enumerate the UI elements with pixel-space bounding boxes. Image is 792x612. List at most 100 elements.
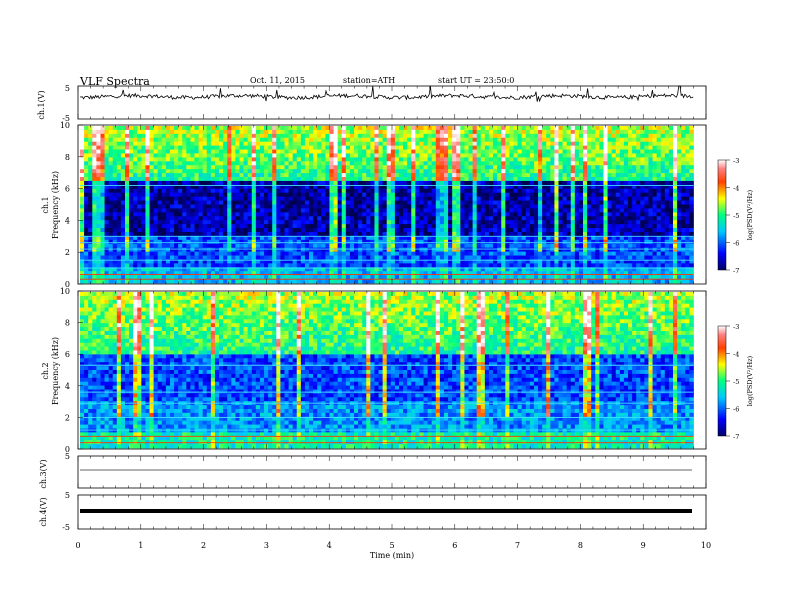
spectrogram-cell [628, 204, 633, 209]
spectrogram-cell [439, 137, 445, 143]
spectrogram-cell [517, 247, 523, 253]
spectrogram-cell [419, 228, 424, 233]
spectrogram-cell [521, 161, 527, 166]
spectrogram-cell [210, 196, 216, 201]
spectrogram-cell [468, 216, 473, 221]
spectrogram-cell [272, 133, 277, 139]
spectrogram-cell [112, 184, 118, 190]
spectrogram-cell [378, 188, 384, 194]
spectrogram-cell [239, 188, 244, 194]
spectrogram-cell [599, 251, 604, 256]
spectrogram-cell [476, 243, 482, 249]
spectrogram-cell [493, 157, 498, 162]
spectrogram-cell [358, 192, 363, 198]
spectrogram-cell [525, 243, 531, 249]
spectrogram-cell [660, 145, 666, 150]
spectrogram-cell [313, 129, 318, 135]
spectrogram-cell [219, 126, 224, 131]
spectrogram-cell [583, 188, 588, 194]
spectrogram-cell [623, 169, 629, 174]
spectrogram-cell [685, 204, 690, 209]
spectrogram-cell [664, 251, 670, 256]
spectrogram-cell [174, 204, 179, 209]
spectrogram-cell [648, 239, 653, 245]
spectrogram-cell [566, 224, 572, 229]
spectrogram-cell [300, 157, 306, 162]
spectrogram-cell [235, 173, 240, 178]
spectrogram-cell [219, 153, 224, 158]
spectrogram-cell [341, 137, 347, 143]
spectrogram-cell [129, 153, 134, 158]
spectrogram-cell [644, 180, 649, 186]
spectrogram-cell [390, 239, 396, 245]
spectrogram-cell [411, 200, 416, 205]
spectrogram-cell [108, 145, 114, 150]
spectrogram-cell [174, 196, 179, 201]
spectrogram-cell [394, 133, 400, 139]
spectrogram-cell [468, 180, 473, 186]
spectrogram-cell [689, 184, 694, 190]
spectrogram-cell [88, 243, 93, 249]
spectrogram-cell [448, 235, 453, 241]
spectrogram-cell [386, 231, 392, 237]
spectrogram-cell [619, 157, 625, 162]
spectrogram-cell [505, 200, 510, 205]
spectrogram-cell [452, 177, 457, 182]
spectrogram-cell [570, 165, 576, 170]
spectrogram-cell [116, 126, 122, 131]
spectrogram-cell [501, 224, 506, 229]
spectrogram-cell [595, 228, 600, 233]
spectrogram-cell [452, 149, 457, 154]
spectrogram-cell [133, 212, 138, 217]
spectrogram-cell [460, 231, 465, 237]
spectrogram-cell [243, 180, 249, 186]
spectrogram-cell [141, 149, 146, 154]
spectrogram-cell [583, 235, 588, 241]
spectrogram-cell [443, 137, 449, 143]
spectrogram-cell [382, 165, 388, 170]
spectrogram-cell [333, 161, 339, 166]
spectrogram-cell [292, 192, 298, 198]
spectrogram-cell [562, 157, 568, 162]
spectrogram-cell [689, 145, 694, 150]
spectrogram-cell [607, 145, 613, 150]
spectrogram-cell [292, 224, 298, 229]
spectrogram-cell [615, 133, 621, 139]
spectrogram-cell [677, 212, 682, 217]
spectrogram-cell [366, 231, 371, 237]
spectrogram-cell [325, 157, 330, 162]
spectrogram-cell [607, 200, 613, 205]
spectrogram-cell [619, 173, 625, 178]
spectrogram-cell [566, 200, 572, 205]
spectrogram-cell [501, 145, 506, 150]
spectrogram-cell [354, 169, 359, 174]
spectrogram-cell [558, 239, 563, 245]
spectrogram-cell [521, 212, 527, 217]
spectrogram-cell [313, 165, 318, 170]
spectrogram-cell [243, 145, 249, 150]
spectrogram-cell [259, 196, 265, 201]
spectrogram-cell [599, 231, 604, 237]
spectrogram-cell [460, 247, 465, 253]
spectrogram-cell [456, 157, 461, 162]
spectrogram-cell [358, 212, 363, 217]
spectrogram-cell [431, 228, 437, 233]
spectrogram-cell [656, 161, 662, 166]
spectrogram-cell [595, 157, 600, 162]
spectrogram-cell [313, 157, 318, 162]
spectrogram-cell [431, 153, 437, 158]
spectrogram-cell [611, 137, 617, 143]
spectrogram-cell [219, 129, 224, 135]
spectrogram-cell [210, 231, 216, 237]
spectrogram-cell [280, 243, 285, 249]
spectrogram-cell [124, 216, 130, 221]
spectrogram-cell [174, 235, 179, 241]
spectrogram-cell [427, 169, 433, 174]
spectrogram-cell [562, 129, 568, 135]
spectrogram-cell [145, 145, 150, 150]
spectrogram-cell [104, 204, 110, 209]
spectrogram-cell [615, 129, 621, 135]
spectrogram-cell [464, 177, 469, 182]
spectrogram-cell [607, 235, 613, 241]
spectrogram-cell [366, 247, 371, 253]
